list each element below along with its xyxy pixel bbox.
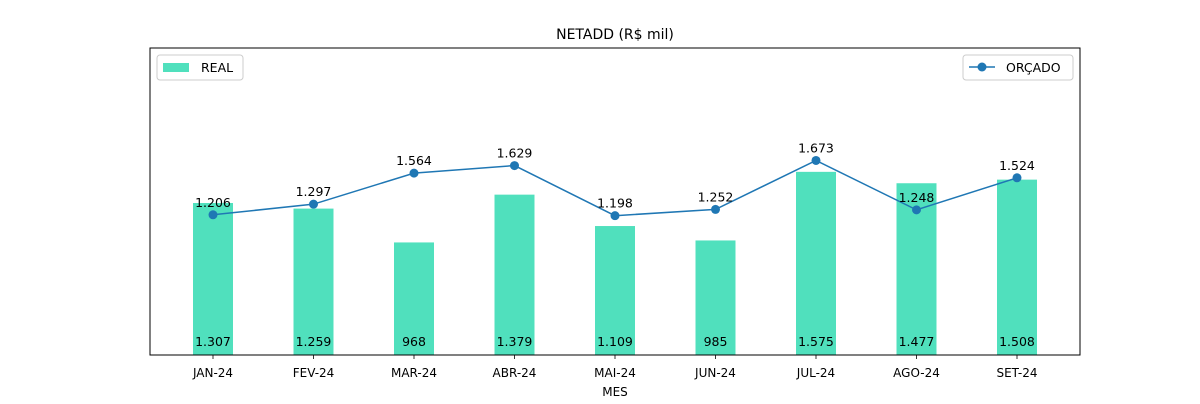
orcado-label-mai-24: 1.198 (597, 196, 633, 211)
bar-label-jun-24: 985 (704, 334, 728, 349)
bar-mar-24 (394, 242, 434, 355)
bars-layer (193, 171, 1037, 355)
legend-orcado: ORÇADO (962, 54, 1074, 81)
orcado-label-jul-24: 1.673 (798, 140, 834, 155)
orcado-label-abr-24: 1.629 (497, 146, 533, 161)
orcado-label-jun-24: 1.252 (698, 189, 734, 204)
bar-set-24 (997, 179, 1037, 355)
legend-real-label: REAL (201, 60, 233, 75)
x-tick-label-mai-24: MAI-24 (594, 366, 636, 380)
legend-orcado-box (962, 54, 1074, 81)
orcado-label-fev-24: 1.297 (296, 184, 332, 199)
x-tick-label-jul-24: JUL-24 (796, 366, 835, 380)
orcado-label-jan-24: 1.206 (195, 195, 231, 210)
bar-label-jul-24: 1.575 (798, 334, 834, 349)
bar-jan-24 (193, 203, 233, 355)
labels-layer: 1.307 1.259 968 1.379 1.109 985 1.575 1.477 1.50… (195, 140, 1035, 349)
legend-real: REAL (156, 54, 244, 81)
orcado-point-jun-24 (711, 204, 720, 214)
bar-jul-24 (796, 171, 836, 355)
bar-label-mar-24: 968 (402, 334, 426, 349)
x-tick-label-set-24: SET-24 (996, 366, 1037, 380)
bar-label-abr-24: 1.379 (497, 334, 533, 349)
bar-label-mai-24: 1.109 (597, 334, 633, 349)
orcado-point-mar-24 (409, 168, 419, 178)
legend-real-box (156, 54, 244, 81)
x-tick-label-ago-24: AGO-24 (893, 366, 940, 380)
x-tick-label-fev-24: FEV-24 (293, 366, 335, 380)
orcado-point-mai-24 (610, 211, 620, 221)
orcado-point-jan-24 (208, 210, 218, 220)
bar-label-ago-24: 1.477 (899, 334, 935, 349)
orcado-label-ago-24: 1.248 (899, 190, 935, 205)
bar-fev-24 (293, 208, 334, 355)
x-tick-label-jun-24: JUN-24 (694, 366, 736, 380)
orcado-point-abr-24 (510, 161, 519, 171)
bar-label-set-24: 1.508 (999, 334, 1035, 349)
orcado-label-set-24: 1.524 (999, 158, 1035, 173)
line-layer (208, 155, 1022, 221)
x-axis: JAN-24 FEV-24 MAR-24 ABR-24 MAI-24 JUN-24 JUL-… (192, 355, 1038, 380)
orcado-point-jul-24 (811, 155, 821, 165)
orcado-point-set-24 (1012, 173, 1022, 183)
bar-mai-24 (595, 226, 635, 355)
bar-label-fev-24: 1.259 (296, 334, 332, 349)
orcado-label-mar-24: 1.564 (396, 153, 432, 168)
bar-abr-24 (494, 194, 535, 355)
orcado-point-fev-24 (309, 199, 318, 209)
orcado-point-ago-24 (912, 205, 921, 215)
legend-real-swatch (163, 63, 189, 72)
legend-orcado-label: ORÇADO (1006, 60, 1061, 75)
x-axis-label: MES (602, 385, 628, 399)
x-tick-label-mar-24: MAR-24 (391, 366, 437, 380)
chart-title: NETADD (R$ mil) (556, 27, 674, 43)
x-tick-label-abr-24: ABR-24 (493, 366, 537, 380)
bar-label-jan-24: 1.307 (195, 334, 231, 349)
legend-orcado-marker (977, 62, 987, 72)
x-tick-label-jan-24: JAN-24 (192, 366, 233, 380)
bar-jun-24 (695, 240, 736, 355)
